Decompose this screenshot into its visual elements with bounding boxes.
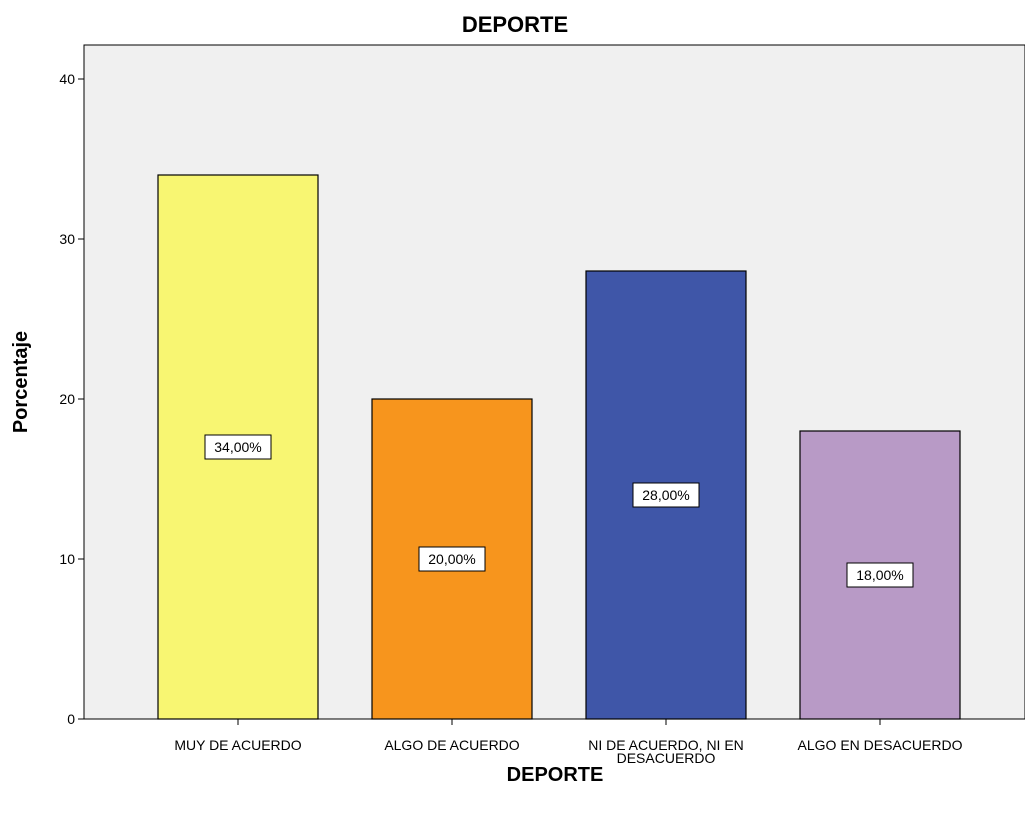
data-label: 18,00% <box>856 567 903 583</box>
x-tick-label: ALGO DE ACUERDO <box>384 737 519 753</box>
y-tick-label: 30 <box>59 231 75 247</box>
data-label-box <box>846 562 914 588</box>
data-label: 28,00% <box>642 487 689 503</box>
x-tick-label: NI DE ACUERDO, NI EN DESACUERDO <box>588 737 744 766</box>
data-label-box <box>204 434 272 460</box>
y-tick-label: 20 <box>59 391 75 407</box>
x-tick-label: ALGO EN DESACUERDO <box>798 737 963 753</box>
bars: 34,00% 20,00% 28,00% 18,00% <box>157 174 961 720</box>
y-tick-label: 10 <box>59 551 75 567</box>
data-label: 34,00% <box>214 439 261 455</box>
x-tick-label: MUY DE ACUERDO <box>174 737 301 753</box>
data-label: 20,00% <box>428 551 475 567</box>
chart-title: DEPORTE <box>462 12 568 37</box>
y-axis: 0 10 20 30 40 <box>59 71 84 727</box>
x-axis-title: DEPORTE <box>507 764 604 786</box>
y-tick-label: 40 <box>59 71 75 87</box>
y-tick-label: 0 <box>67 711 75 727</box>
y-axis-title: Porcentaje <box>10 331 32 433</box>
bar <box>157 174 319 720</box>
data-label-box <box>632 482 700 508</box>
data-label-box <box>418 546 486 572</box>
x-axis: MUY DE ACUERDO ALGO DE ACUERDO NI DE ACUER… <box>174 719 963 766</box>
